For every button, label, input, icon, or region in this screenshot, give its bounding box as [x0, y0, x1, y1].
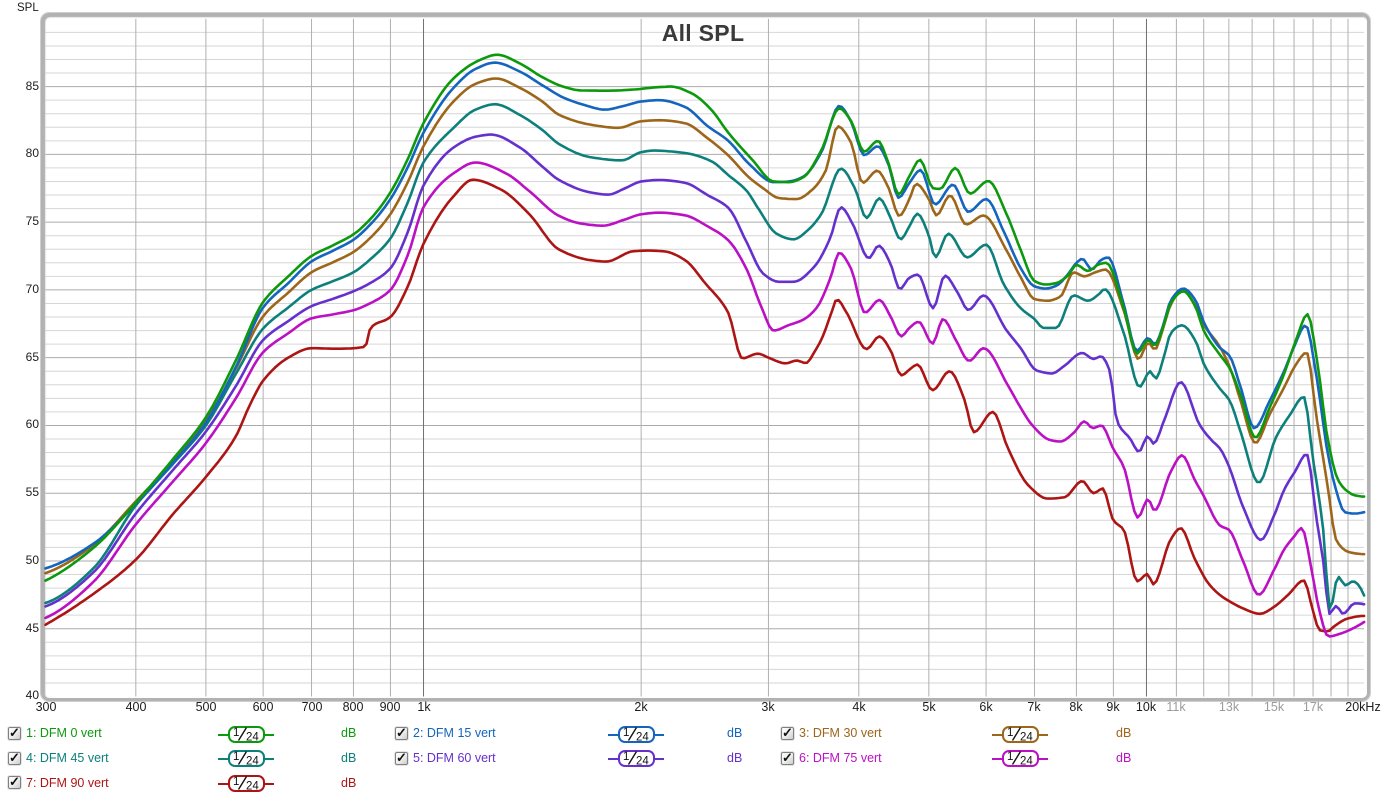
svg-text:24: 24 — [1020, 731, 1033, 741]
svg-text:24: 24 — [636, 756, 649, 766]
svg-text:1: 1 — [1007, 727, 1013, 739]
svg-text:1: 1 — [623, 727, 629, 739]
svg-text:24: 24 — [636, 731, 649, 741]
svg-text:1: 1 — [233, 776, 239, 788]
svg-text:1: 1 — [1007, 751, 1013, 763]
svg-text:24: 24 — [246, 731, 259, 741]
svg-text:24: 24 — [1020, 756, 1033, 766]
svg-text:24: 24 — [246, 780, 259, 790]
svg-text:1: 1 — [233, 727, 239, 739]
svg-text:1: 1 — [233, 751, 239, 763]
svg-text:1: 1 — [623, 751, 629, 763]
svg-text:24: 24 — [246, 756, 259, 766]
